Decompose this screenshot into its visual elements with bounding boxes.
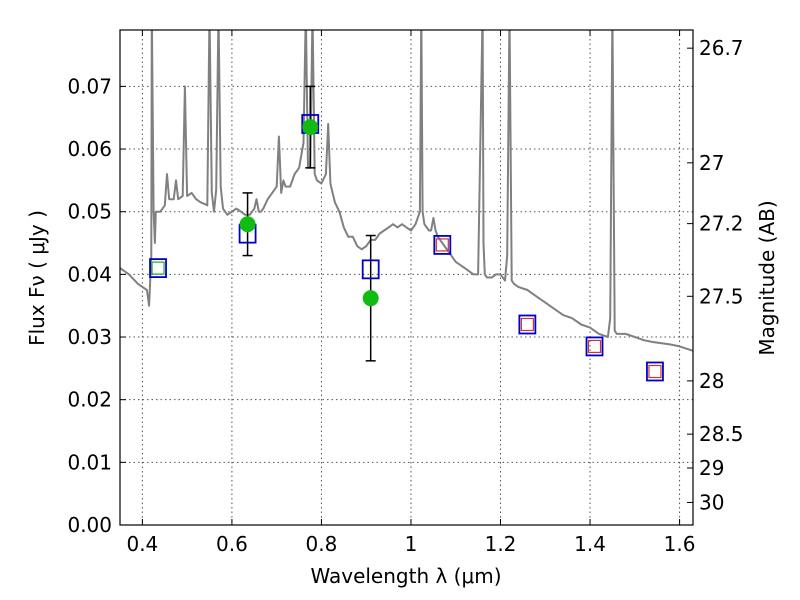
right-tick-label: 27.2 <box>699 212 744 236</box>
right-tick-label: 28 <box>699 369 724 393</box>
model-square <box>646 361 664 382</box>
right-tick-label: 28.5 <box>699 422 744 446</box>
right-tick-label: 27 <box>699 151 724 175</box>
model-square <box>433 235 452 255</box>
y-tick-label: 0.05 <box>67 200 112 224</box>
x-axis-ticks: 0.4 0.6 0.8 1 1.2 1.4 1.6 <box>126 30 695 556</box>
plot-frame <box>119 29 694 526</box>
x-tick-label: 0.8 <box>306 532 338 556</box>
inner-square <box>151 261 165 275</box>
right-tick-label: 27.5 <box>699 284 744 308</box>
inner-square <box>435 238 449 252</box>
x-tick-label: 1.4 <box>574 532 606 556</box>
y-tick-label: 0.07 <box>67 74 112 98</box>
model-square <box>149 258 167 279</box>
right-tick-label: 26.7 <box>699 36 744 60</box>
right-tick-label: 29 <box>699 456 724 480</box>
y-tick-label: 0.03 <box>67 325 112 349</box>
y-axis-ticks: 0.00 0.01 0.02 0.03 0.04 0.05 0.06 0.07 <box>67 74 126 537</box>
observed-point <box>362 290 379 307</box>
spectrum-series <box>120 30 693 352</box>
inner-square <box>587 339 602 354</box>
y-tick-label: 0.04 <box>67 262 112 286</box>
y-tick-label: 0.02 <box>67 388 112 412</box>
y-axis-title: Flux Fν ( μJy ) <box>25 210 49 346</box>
right-axis-title: Magnitude (AB) <box>755 200 779 355</box>
x-tick-label: 0.6 <box>216 532 248 556</box>
right-tick-label: 30 <box>699 490 724 514</box>
observed-point <box>302 119 319 136</box>
y-tick-label: 0.06 <box>67 137 112 161</box>
inner-square <box>520 317 534 332</box>
inner-square <box>648 364 662 379</box>
model-square <box>518 314 537 335</box>
spectrum-line <box>120 30 693 352</box>
model-square <box>585 336 604 357</box>
grid-lines <box>120 30 693 526</box>
model-square <box>361 259 380 280</box>
x-tick-label: 0.4 <box>126 532 158 556</box>
x-tick-label: 1 <box>405 532 418 556</box>
y-tick-label: 0.00 <box>67 513 112 537</box>
right-axis-ticks: 26.7 27 27.2 27.5 28 28.5 29 30 <box>687 36 744 514</box>
x-tick-label: 1.6 <box>664 532 696 556</box>
photometry-markers <box>149 114 664 382</box>
x-axis-title: Wavelength λ (μm) <box>310 564 501 588</box>
y-tick-label: 0.01 <box>67 450 112 474</box>
observed-point <box>239 216 256 233</box>
x-tick-label: 1.2 <box>485 532 517 556</box>
